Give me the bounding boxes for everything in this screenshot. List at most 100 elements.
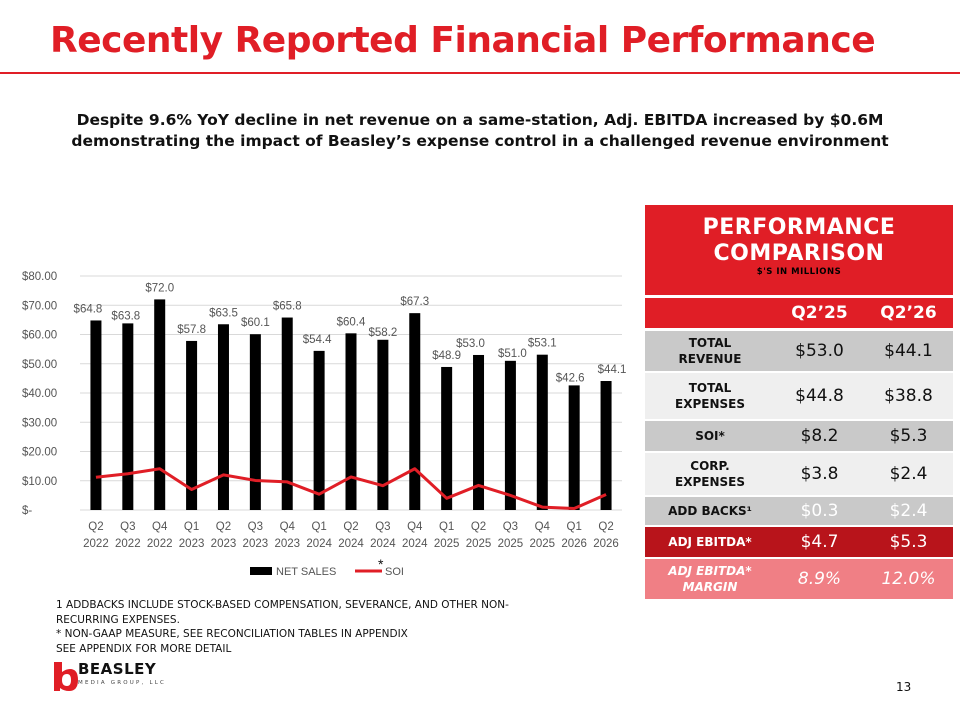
x-tick-year: 2024 [370, 538, 396, 550]
net-sales-bar [441, 366, 453, 510]
title-divider [0, 72, 960, 74]
x-tick-year: 2023 [179, 538, 205, 550]
x-tick-quarter: Q1 [184, 521, 199, 533]
net-sales-bar [249, 334, 261, 510]
y-tick-label: $10.00 [22, 476, 57, 488]
row-value-q2-26: $2.4 [889, 464, 928, 484]
x-tick-quarter: Q2 [216, 521, 231, 533]
x-tick-quarter: Q4 [535, 521, 551, 533]
row-value-q2-25: $44.8 [795, 386, 844, 406]
row-value-q2-25: $4.7 [800, 532, 839, 552]
row-label-line: CORP. [690, 459, 730, 473]
panel-row-soi: SOI* $8.2 $5.3 [645, 421, 953, 451]
panel-column-header-row: Q2’25 Q2’26 [645, 298, 953, 328]
x-tick-quarter: Q3 [375, 521, 390, 533]
net-sales-bar [281, 317, 293, 510]
net-sales-data-label: $57.8 [177, 324, 206, 336]
net-sales-data-label: $54.4 [303, 334, 332, 346]
legend-asterisk: * [378, 556, 384, 572]
panel-column-q2-26: Q2’26 [880, 303, 937, 323]
row-label-line: ADJ EBITDA* [668, 564, 752, 578]
row-label: CORP. EXPENSES [645, 453, 775, 495]
page-number: 13 [896, 680, 912, 694]
x-tick-quarter: Q2 [343, 521, 358, 533]
y-tick-label: $80.00 [22, 271, 57, 283]
x-tick-year: 2026 [593, 538, 619, 550]
row-value-q2-26: $5.3 [889, 532, 928, 552]
y-tick-label: $40.00 [22, 388, 57, 400]
panel-row-total-expenses: TOTAL EXPENSES $44.8 $38.8 [645, 373, 953, 419]
net-sales-data-label: $63.8 [111, 310, 140, 322]
row-label-line: EXPENSES [675, 475, 745, 489]
x-tick-year: 2025 [498, 538, 524, 550]
y-tick-label: $50.00 [22, 359, 57, 371]
panel-column-q2-25: Q2’25 [791, 303, 848, 323]
x-tick-quarter: Q2 [598, 521, 613, 533]
x-tick-year: 2023 [274, 538, 300, 550]
legend-net-sales-swatch [250, 567, 272, 575]
x-tick-year: 2024 [338, 538, 364, 550]
panel-row-corp-expenses: CORP. EXPENSES $3.8 $2.4 [645, 453, 953, 495]
row-value-q2-26: $2.4 [889, 501, 928, 521]
legend-net-sales-label: NET SALES [276, 566, 336, 578]
x-tick-year: 2025 [529, 538, 555, 550]
x-tick-quarter: Q1 [311, 521, 326, 533]
y-tick-label: $70.00 [22, 300, 57, 312]
x-tick-quarter: Q4 [407, 521, 423, 533]
net-sales-bar [536, 354, 548, 510]
panel-row-adj-ebitda: ADJ EBITDA* $4.7 $5.3 [645, 527, 953, 557]
legend-soi-label: SOI [385, 566, 404, 578]
net-sales-bar [186, 340, 198, 510]
row-label-line: TOTAL [688, 381, 732, 395]
net-sales-data-label: $67.3 [400, 296, 429, 308]
footnote-line: 1 ADDBACKS INCLUDE STOCK-BASED COMPENSAT… [56, 599, 509, 611]
footnote-line: RECURRING EXPENSES. [56, 613, 180, 626]
row-label-line: TOTAL [688, 336, 732, 350]
subtitle-line-1: Despite 9.6% YoY decline in net revenue … [76, 111, 884, 129]
row-label-line: EXPENSES [675, 397, 745, 411]
net-sales-bar [409, 313, 421, 510]
net-sales-bar [217, 324, 229, 510]
y-tick-label: $60.00 [22, 330, 57, 342]
net-sales-data-label: $51.0 [498, 348, 527, 360]
x-tick-quarter: Q3 [248, 521, 263, 533]
panel-title-line-1: PERFORMANCE [702, 215, 896, 240]
x-tick-year: 2023 [243, 538, 269, 550]
net-sales-bar [377, 339, 389, 510]
panel-unit: $'S IN MILLIONS [756, 267, 842, 277]
logo-subtitle: MEDIA GROUP, LLC [78, 680, 167, 686]
row-value-q2-25: 8.9% [797, 569, 842, 589]
x-tick-quarter: Q3 [120, 521, 135, 533]
row-label: ADJ EBITDA* [668, 535, 752, 549]
y-tick-label: $- [22, 505, 32, 517]
panel-header-blank [645, 298, 775, 328]
net-sales-data-label: $64.8 [74, 303, 103, 315]
net-sales-data-label: $60.1 [241, 317, 270, 329]
net-sales-data-label: $53.1 [528, 338, 557, 350]
x-tick-quarter: Q4 [280, 521, 296, 533]
x-tick-year: 2023 [211, 538, 237, 550]
row-label: ADJ EBITDA* MARGIN [645, 559, 775, 599]
performance-comparison-panel: PERFORMANCE COMPARISON $'S IN MILLIONS Q… [645, 205, 953, 600]
page-title: Recently Reported Financial Performance [50, 20, 876, 61]
net-sales-data-label: $53.0 [456, 338, 485, 350]
row-value-q2-26: $38.8 [884, 386, 933, 406]
row-label: SOI* [695, 429, 725, 443]
x-tick-quarter: Q1 [567, 521, 582, 533]
net-sales-bar [90, 320, 102, 510]
net-sales-bar [122, 323, 134, 510]
net-sales-bar [568, 385, 580, 510]
net-sales-bar [600, 381, 612, 510]
net-sales-data-label: $44.1 [598, 364, 627, 376]
x-tick-year: 2024 [306, 538, 332, 550]
net-sales-data-label: $65.8 [273, 301, 302, 313]
net-sales-bar [504, 360, 516, 510]
x-tick-year: 2022 [115, 538, 141, 550]
x-tick-quarter: Q2 [88, 521, 103, 533]
row-value-q2-25: $8.2 [800, 426, 839, 446]
net-sales-data-label: $58.2 [368, 327, 397, 339]
panel-row-add-backs: ADD BACKS¹ $0.3 $2.4 [645, 497, 953, 525]
row-value-q2-26: 12.0% [881, 569, 936, 589]
x-tick-year: 2022 [83, 538, 109, 550]
row-label-line: MARGIN [682, 580, 738, 594]
